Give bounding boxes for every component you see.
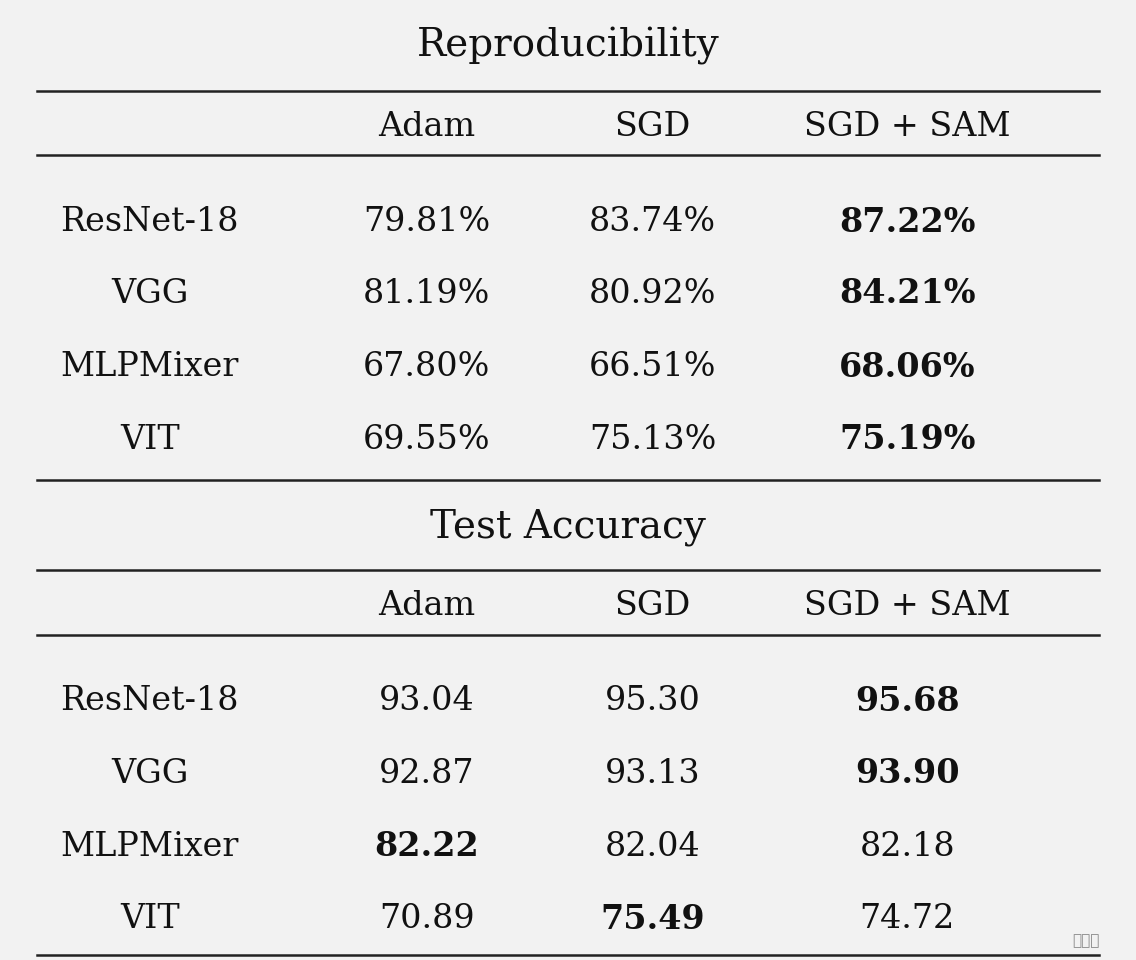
Text: Test Accuracy: Test Accuracy [431, 509, 705, 546]
Text: 68.06%: 68.06% [838, 350, 976, 384]
Text: 81.19%: 81.19% [364, 277, 491, 310]
Text: 82.22: 82.22 [375, 830, 479, 863]
Text: 87.22%: 87.22% [838, 205, 976, 239]
Text: 74.72: 74.72 [860, 903, 954, 935]
Text: 83.74%: 83.74% [590, 206, 717, 238]
Text: 92.87: 92.87 [379, 758, 475, 790]
Text: 量子位: 量子位 [1072, 933, 1100, 948]
Text: 93.04: 93.04 [379, 685, 475, 717]
Text: 82.18: 82.18 [859, 830, 955, 862]
Text: 75.19%: 75.19% [838, 423, 976, 456]
Text: MLPMixer: MLPMixer [60, 830, 239, 862]
Text: 67.80%: 67.80% [364, 351, 491, 383]
Text: MLPMixer: MLPMixer [60, 351, 239, 383]
Text: 75.13%: 75.13% [590, 424, 717, 456]
Text: 80.92%: 80.92% [590, 277, 717, 310]
Text: ResNet-18: ResNet-18 [60, 685, 239, 717]
Text: 93.90: 93.90 [854, 757, 960, 790]
Text: 79.81%: 79.81% [364, 206, 491, 238]
Text: VIT: VIT [120, 903, 179, 935]
Text: Adam: Adam [378, 110, 475, 143]
Text: Reproducibility: Reproducibility [417, 27, 719, 64]
Text: SGD: SGD [615, 110, 691, 143]
Text: Adam: Adam [378, 590, 475, 622]
Text: 95.30: 95.30 [604, 685, 701, 717]
Text: SGD: SGD [615, 590, 691, 622]
Text: VGG: VGG [111, 758, 189, 790]
Text: 95.68: 95.68 [854, 684, 960, 718]
Text: VIT: VIT [120, 424, 179, 456]
Text: 82.04: 82.04 [605, 830, 701, 862]
Text: ResNet-18: ResNet-18 [60, 206, 239, 238]
Text: SGD + SAM: SGD + SAM [804, 110, 1011, 143]
Text: 70.89: 70.89 [379, 903, 475, 935]
Text: 66.51%: 66.51% [590, 351, 717, 383]
Text: 93.13: 93.13 [605, 758, 701, 790]
Text: 69.55%: 69.55% [362, 424, 491, 456]
Text: 75.49: 75.49 [601, 902, 705, 936]
Text: VGG: VGG [111, 277, 189, 310]
Text: 84.21%: 84.21% [838, 277, 976, 310]
Text: SGD + SAM: SGD + SAM [804, 590, 1011, 622]
